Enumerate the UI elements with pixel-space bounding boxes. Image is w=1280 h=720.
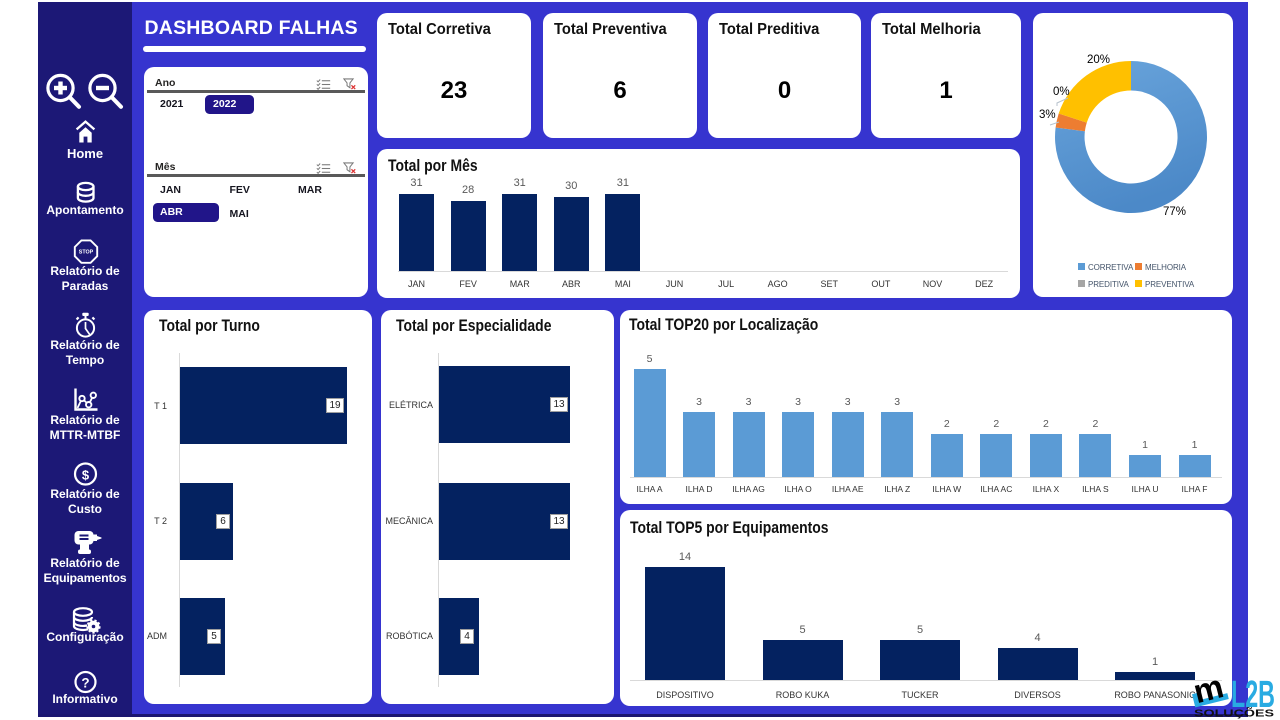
svg-text:L2B: L2B	[1231, 674, 1275, 716]
svg-text:SOLUÇÕES: SOLUÇÕES	[1194, 709, 1275, 720]
svg-text:$: $	[82, 468, 90, 483]
svg-text:STOP: STOP	[79, 250, 94, 256]
svg-text:?: ?	[81, 676, 89, 691]
